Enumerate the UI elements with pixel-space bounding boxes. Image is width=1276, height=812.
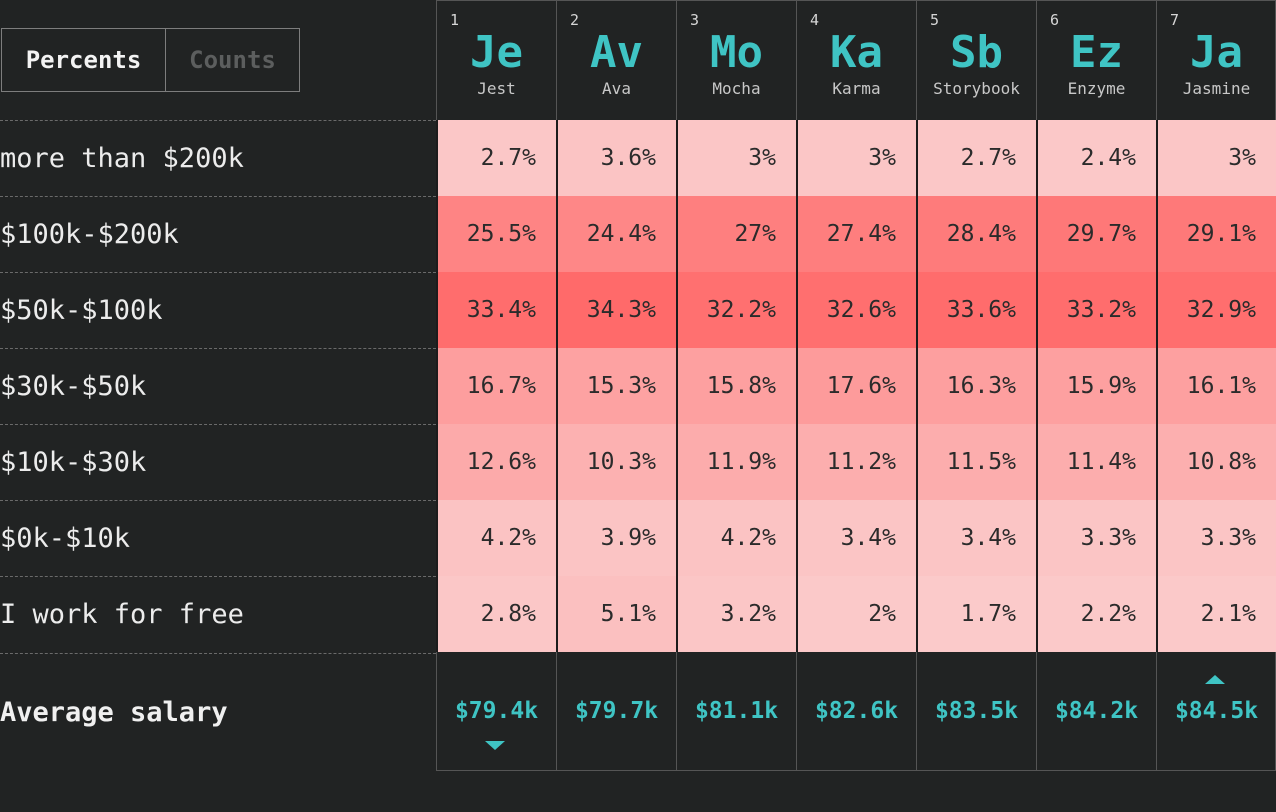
heatmap-cell: 29.1% (1156, 196, 1276, 272)
heatmap-cell: 3.4% (796, 500, 916, 576)
heatmap-cell: 4.2% (676, 500, 796, 576)
row-label: I work for free (0, 576, 436, 652)
column-name: Ava (602, 79, 631, 98)
column-header[interactable]: 5 Sb Storybook (916, 0, 1036, 120)
average-salary-label: Average salary (0, 653, 436, 771)
column-abbreviation: Ja (1190, 27, 1243, 78)
heatmap-cell: 11.9% (676, 424, 796, 500)
column-rank: 7 (1170, 11, 1180, 29)
heatmap-cell: 15.9% (1036, 348, 1156, 424)
heatmap-cell: 3% (796, 120, 916, 196)
column-abbreviation: Mo (710, 27, 763, 78)
heatmap-cell: 32.6% (796, 272, 916, 348)
heatmap-cell: 2.4% (1036, 120, 1156, 196)
column-name: Jasmine (1182, 79, 1251, 98)
column-name: Enzyme (1067, 79, 1126, 98)
column-rank: 4 (810, 11, 820, 29)
heatmap-cell: 3.6% (556, 120, 676, 196)
heatmap-cell: 3.2% (676, 576, 796, 652)
heatmap-cell: 33.6% (916, 272, 1036, 348)
min-indicator-icon (485, 741, 505, 750)
column-rank: 3 (690, 11, 700, 29)
heatmap-cell: 32.9% (1156, 272, 1276, 348)
column-name: Karma (832, 79, 881, 98)
column-header[interactable]: 7 Ja Jasmine (1156, 0, 1276, 120)
row-label: $0k-$10k (0, 500, 436, 576)
heatmap-cell: 16.7% (436, 348, 556, 424)
heatmap-cell: 5.1% (556, 576, 676, 652)
column-abbreviation: Je (470, 27, 523, 78)
counts-toggle-button[interactable]: Counts (189, 46, 276, 74)
heatmap-cell: 2.8% (436, 576, 556, 652)
heatmap-cell: 11.2% (796, 424, 916, 500)
column-rank: 6 (1050, 11, 1060, 29)
column-header[interactable]: 4 Ka Karma (796, 0, 916, 120)
heatmap-cell: 34.3% (556, 272, 676, 348)
heatmap-cell: 10.3% (556, 424, 676, 500)
max-indicator-icon (1205, 675, 1225, 684)
heatmap-cell: 15.8% (676, 348, 796, 424)
column-name: Jest (477, 79, 516, 98)
heatmap-cell: 3.3% (1156, 500, 1276, 576)
column-name: Storybook (933, 79, 1020, 98)
heatmap-cell: 33.4% (436, 272, 556, 348)
heatmap-cell: 2.7% (916, 120, 1036, 196)
heatmap-cell: 10.8% (1156, 424, 1276, 500)
heatmap-cell: 27.4% (796, 196, 916, 272)
heatmap-cell: 28.4% (916, 196, 1036, 272)
column-abbreviation: Ez (1070, 27, 1123, 78)
column-abbreviation: Ka (830, 27, 883, 78)
average-salary-value: $79.4k (436, 652, 556, 771)
heatmap-cell: 17.6% (796, 348, 916, 424)
column-header[interactable]: 3 Mo Mocha (676, 0, 796, 120)
heatmap-cell: 12.6% (436, 424, 556, 500)
column-header[interactable]: 2 Av Ava (556, 0, 676, 120)
row-label: $50k-$100k (0, 272, 436, 348)
heatmap-cell: 3.3% (1036, 500, 1156, 576)
average-salary-value: $82.6k (796, 652, 916, 771)
heatmap-cell: 1.7% (916, 576, 1036, 652)
column-rank: 2 (570, 11, 580, 29)
heatmap-cell: 29.7% (1036, 196, 1156, 272)
average-salary-value: $83.5k (916, 652, 1036, 771)
row-label: more than $200k (0, 120, 436, 196)
heatmap-cell: 3% (676, 120, 796, 196)
average-salary-value: $81.1k (676, 652, 796, 771)
heatmap-cell: 3.9% (556, 500, 676, 576)
heatmap-cell: 15.3% (556, 348, 676, 424)
heatmap-cell: 11.5% (916, 424, 1036, 500)
heatmap-cell: 24.4% (556, 196, 676, 272)
column-header[interactable]: 1 Je Jest (436, 0, 556, 120)
column-rank: 5 (930, 11, 940, 29)
average-salary-value: $84.2k (1036, 652, 1156, 771)
heatmap-cell: 2.2% (1036, 576, 1156, 652)
heatmap-cell: 33.2% (1036, 272, 1156, 348)
column-name: Mocha (712, 79, 761, 98)
heatmap-cell: 3% (1156, 120, 1276, 196)
column-header[interactable]: 6 Ez Enzyme (1036, 0, 1156, 120)
column-rank: 1 (450, 11, 460, 29)
average-salary-value: $84.5k (1156, 652, 1276, 771)
row-label: $100k-$200k (0, 196, 436, 272)
heatmap-cell: 2.1% (1156, 576, 1276, 652)
average-salary-value: $79.7k (556, 652, 676, 771)
percents-toggle-button[interactable]: Percents (2, 29, 166, 91)
heatmap-cell: 4.2% (436, 500, 556, 576)
row-label: $30k-$50k (0, 348, 436, 424)
heatmap-cell: 16.1% (1156, 348, 1276, 424)
percents-counts-toggle: Percents Counts (1, 28, 300, 92)
heatmap-cell: 25.5% (436, 196, 556, 272)
heatmap-cell: 11.4% (1036, 424, 1156, 500)
heatmap-cell: 2.7% (436, 120, 556, 196)
heatmap-cell: 32.2% (676, 272, 796, 348)
heatmap-cell: 27% (676, 196, 796, 272)
column-abbreviation: Av (590, 27, 643, 78)
heatmap-cell: 2% (796, 576, 916, 652)
heatmap-cell: 3.4% (916, 500, 1036, 576)
row-label: $10k-$30k (0, 424, 436, 500)
heatmap-cell: 16.3% (916, 348, 1036, 424)
column-abbreviation: Sb (950, 27, 1003, 78)
